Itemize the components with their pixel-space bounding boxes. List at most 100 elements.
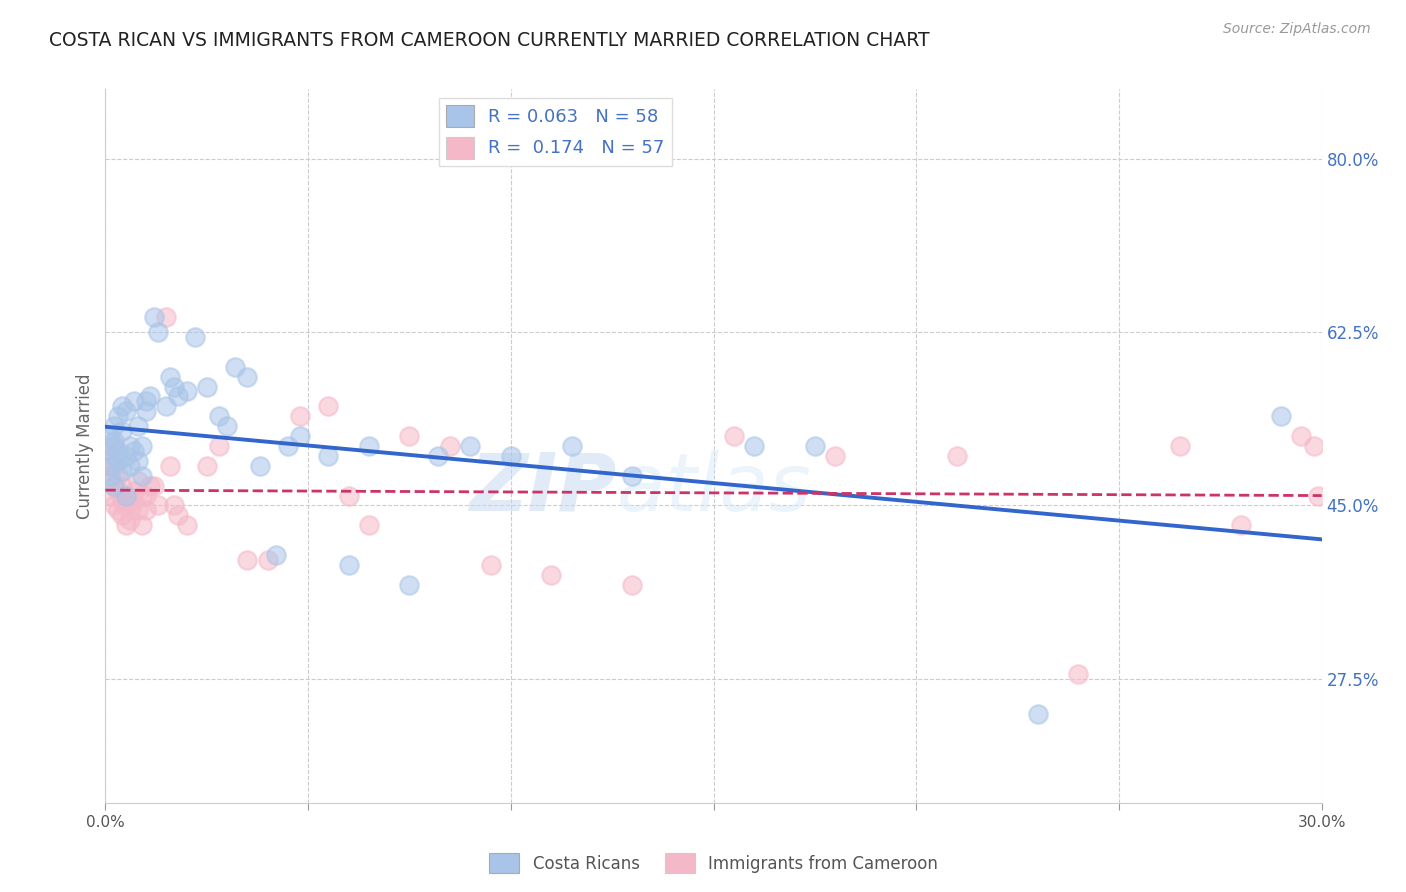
Point (135, 503, 157, 517)
Point (163, 499, 186, 513)
Point (499, 449, 522, 463)
Point (131, 518, 153, 533)
Point (1306, 489, 1329, 503)
Point (98, 449, 121, 463)
Point (103, 499, 125, 513)
Point (288, 429, 311, 443)
Point (337, 558, 360, 572)
Point (98, 489, 121, 503)
Point (131, 468, 153, 483)
Text: ZIP: ZIP (468, 450, 616, 528)
Point (337, 489, 360, 503)
Text: Source: ZipAtlas.com: Source: ZipAtlas.com (1223, 22, 1371, 37)
Point (122, 483, 145, 498)
Point (318, 400, 340, 414)
Point (804, 439, 827, 453)
Point (183, 330, 205, 344)
Point (114, 404, 136, 418)
Point (114, 449, 136, 463)
Point (155, 400, 177, 414)
Point (103, 449, 125, 463)
Point (357, 518, 380, 533)
Point (111, 424, 134, 438)
Point (540, 567, 562, 582)
Point (1229, 518, 1251, 533)
Point (621, 578, 644, 592)
Point (111, 464, 134, 478)
Point (176, 384, 198, 399)
Point (114, 499, 136, 513)
Point (143, 310, 166, 325)
Point (98, 458, 121, 473)
Point (103, 419, 125, 434)
Point (159, 369, 181, 384)
Point (114, 489, 136, 503)
Point (398, 429, 420, 443)
Point (107, 468, 129, 483)
Point (426, 449, 449, 463)
Point (127, 419, 149, 434)
Point (155, 310, 177, 325)
Point (208, 409, 231, 424)
Point (621, 468, 644, 483)
Text: atlas: atlas (616, 450, 811, 528)
Point (98, 458, 121, 473)
Point (163, 379, 186, 393)
Point (103, 478, 125, 492)
Point (195, 379, 218, 393)
Point (103, 439, 125, 453)
Point (167, 389, 190, 403)
Point (98, 468, 121, 483)
Text: COSTA RICAN VS IMMIGRANTS FROM CAMEROON CURRENTLY MARRIED CORRELATION CHART: COSTA RICAN VS IMMIGRANTS FROM CAMEROON … (49, 31, 929, 50)
Point (107, 409, 129, 424)
Point (111, 493, 134, 508)
Point (1291, 429, 1313, 443)
Point (135, 404, 157, 418)
Point (107, 444, 129, 458)
Point (122, 493, 145, 508)
Point (103, 458, 125, 473)
Point (111, 478, 134, 492)
Point (176, 518, 198, 533)
Point (945, 449, 967, 463)
Point (111, 508, 134, 523)
Point (131, 439, 153, 453)
Point (398, 578, 420, 592)
Point (277, 439, 299, 453)
Point (127, 474, 149, 488)
Point (131, 489, 153, 503)
Point (439, 439, 461, 453)
Point (1026, 706, 1049, 721)
Point (458, 439, 481, 453)
Point (139, 478, 162, 492)
Point (122, 444, 145, 458)
Point (114, 518, 136, 533)
Point (561, 439, 583, 453)
Point (1302, 439, 1324, 453)
Point (195, 458, 218, 473)
Point (98, 439, 121, 453)
Point (1270, 409, 1292, 424)
Point (217, 419, 239, 434)
Point (122, 394, 145, 409)
Point (127, 454, 149, 468)
Y-axis label: Currently Married: Currently Married (76, 373, 94, 519)
Point (824, 449, 846, 463)
Point (127, 503, 149, 517)
Point (135, 394, 157, 409)
Point (479, 558, 502, 572)
Point (208, 439, 231, 453)
Point (118, 513, 141, 527)
Point (118, 439, 141, 453)
Point (143, 478, 166, 492)
Point (107, 454, 129, 468)
Point (107, 503, 129, 517)
Point (1067, 667, 1090, 681)
Point (357, 439, 380, 453)
Point (742, 439, 765, 453)
Point (111, 400, 134, 414)
Point (236, 369, 259, 384)
Point (723, 429, 745, 443)
Point (256, 553, 278, 567)
Point (167, 508, 190, 523)
